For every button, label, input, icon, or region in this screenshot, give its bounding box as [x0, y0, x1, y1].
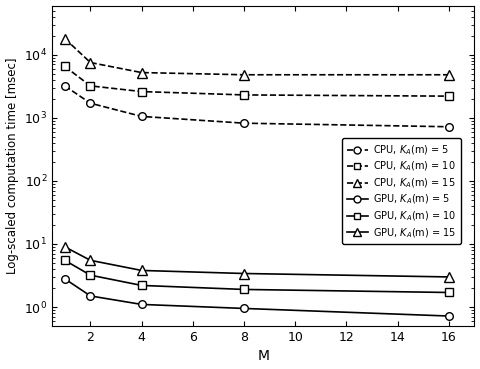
Y-axis label: Log-scaled computation time [msec]: Log-scaled computation time [msec]	[6, 58, 19, 274]
Legend: CPU, $K_A$(m) = 5, CPU, $K_A$(m) = 10, CPU, $K_A$(m) = 15, GPU, $K_A$(m) = 5, GP: CPU, $K_A$(m) = 5, CPU, $K_A$(m) = 10, C…	[342, 138, 461, 244]
X-axis label: M: M	[257, 349, 269, 363]
